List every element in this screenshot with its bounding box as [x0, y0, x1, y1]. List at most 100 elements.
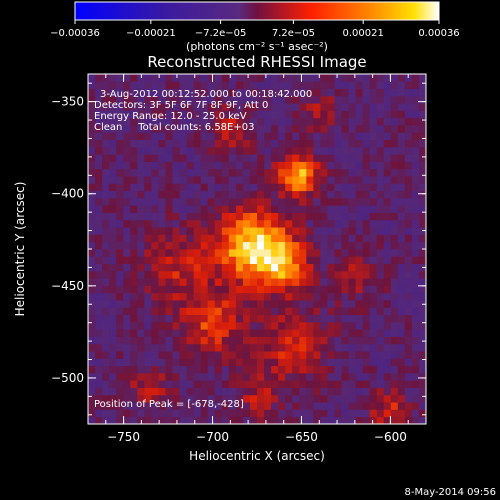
y-axis-label: Heliocentric Y (arcsec)	[13, 182, 27, 317]
heatmap-cell	[383, 125, 392, 133]
heatmap-cell	[200, 132, 209, 141]
heatmap-cell	[418, 219, 427, 228]
heatmap-cell	[172, 351, 180, 359]
heatmap-cell	[200, 125, 209, 133]
heatmap-cell	[257, 190, 265, 199]
heatmap-cell	[186, 74, 195, 82]
heatmap-cell	[292, 103, 300, 111]
heatmap-cell	[369, 365, 378, 374]
heatmap-cell	[334, 110, 342, 119]
heatmap-cell	[95, 387, 103, 396]
heatmap-cell	[221, 372, 230, 381]
heatmap-cell	[200, 176, 209, 184]
heatmap-cell	[109, 219, 117, 228]
heatmap-cell	[137, 110, 145, 119]
heatmap-cell	[306, 205, 314, 213]
heatmap-cell	[355, 249, 364, 257]
heatmap-cell	[95, 139, 103, 148]
x-tick-label: −600	[374, 430, 407, 444]
heatmap-cell	[123, 365, 131, 374]
heatmap-cell	[285, 161, 293, 170]
heatmap-cell	[130, 358, 138, 367]
heatmap-cell	[397, 402, 406, 410]
heatmap-cell	[235, 190, 244, 199]
heatmap-cell	[186, 176, 195, 184]
heatmap-cell	[390, 227, 399, 235]
heatmap-cell	[207, 402, 216, 410]
heatmap-cell	[271, 329, 279, 337]
heatmap-cell	[179, 358, 187, 367]
heatmap-cell	[144, 161, 152, 170]
heatmap-cell	[327, 81, 335, 89]
heatmap-cell	[285, 409, 293, 418]
heatmap-cell	[123, 409, 131, 418]
heatmap-cell	[404, 212, 413, 221]
heatmap-cell	[179, 81, 187, 89]
heatmap-cell	[348, 154, 356, 162]
heatmap-cell	[172, 146, 180, 155]
heatmap-cell	[214, 219, 223, 228]
heatmap-cell	[144, 270, 152, 279]
heatmap-cell	[299, 278, 307, 286]
heatmap-cell	[158, 263, 166, 272]
heatmap-cell	[158, 351, 166, 359]
heatmap-cell	[278, 387, 286, 396]
heatmap-cell	[102, 197, 110, 206]
heatmap-cell	[179, 219, 187, 228]
heatmap-cell	[102, 343, 110, 352]
heatmap-cell	[362, 103, 371, 111]
heatmap-cell	[348, 336, 356, 345]
heatmap-cell	[362, 95, 371, 104]
heatmap-cell	[411, 205, 420, 213]
heatmap-cell	[397, 103, 406, 111]
heatmap-cell	[116, 321, 124, 330]
heatmap-cell	[165, 110, 173, 119]
heatmap-cell	[320, 146, 328, 155]
heatmap-cell	[327, 300, 335, 308]
heatmap-cell	[306, 256, 314, 264]
heatmap-cell	[137, 336, 145, 345]
heatmap-cell	[123, 270, 131, 279]
y-tick-label: −400	[51, 187, 84, 201]
heatmap-cell	[390, 139, 399, 148]
heatmap-cell	[242, 307, 251, 316]
heatmap-cell	[320, 278, 328, 286]
heatmap-cell	[130, 88, 138, 97]
heatmap-cell	[207, 227, 216, 235]
heatmap-cell	[418, 154, 427, 162]
heatmap-cell	[369, 176, 378, 184]
heatmap-cell	[348, 358, 356, 367]
heatmap-cell	[292, 380, 300, 388]
heatmap-cell	[285, 336, 293, 345]
heatmap-cell	[362, 183, 371, 192]
heatmap-cell	[221, 387, 230, 396]
heatmap-cell	[116, 307, 124, 316]
heatmap-cell	[179, 307, 187, 316]
heatmap-cell	[257, 387, 265, 396]
heatmap-cell	[88, 292, 96, 301]
heatmap-cell	[200, 183, 209, 192]
heatmap-cell	[172, 168, 180, 177]
heatmap-cell	[144, 314, 152, 323]
heatmap-cell	[130, 402, 138, 410]
heatmap-cell	[355, 212, 364, 221]
heatmap-cell	[242, 300, 251, 308]
heatmap-cell	[362, 300, 371, 308]
heatmap-cell	[158, 197, 166, 206]
heatmap-cell	[313, 125, 321, 133]
heatmap-cell	[320, 256, 328, 264]
heatmap-cell	[411, 234, 420, 243]
heatmap-cell	[257, 380, 265, 388]
heatmap-cell	[172, 270, 180, 279]
heatmap-cell	[306, 365, 314, 374]
heatmap-cell	[271, 241, 279, 250]
heatmap-cell	[151, 168, 159, 177]
heatmap-cell	[221, 300, 230, 308]
heatmap-cell	[151, 409, 159, 418]
heatmap-cell	[200, 351, 209, 359]
heatmap-cell	[109, 117, 117, 126]
heatmap-cell	[228, 365, 237, 374]
heatmap-cell	[228, 161, 237, 170]
heatmap-cell	[144, 74, 152, 82]
heatmap-cell	[362, 168, 371, 177]
